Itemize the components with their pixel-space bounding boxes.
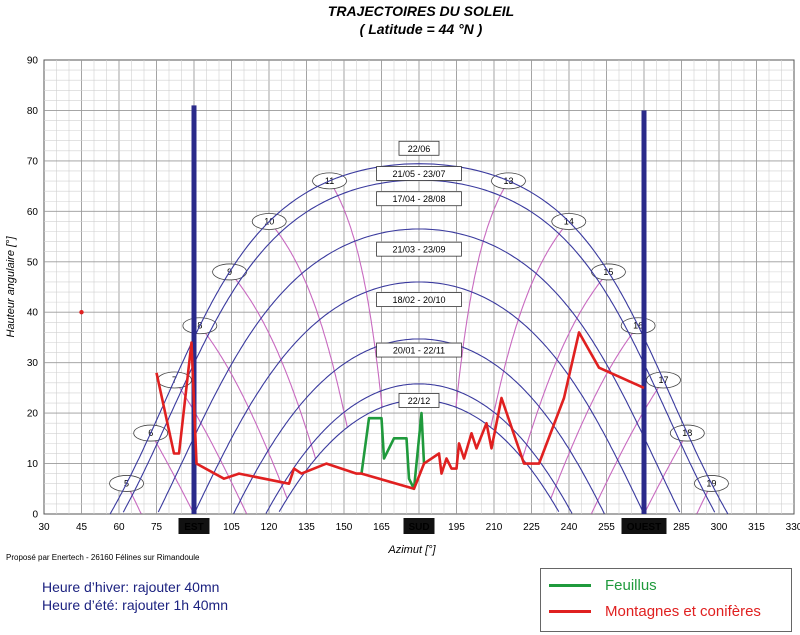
x-axis: 30 45 60 75 EST 105 120 135 150 165 SUD 195 210 225 24…: [38, 518, 800, 534]
hour-line-10: [269, 222, 348, 428]
series-line: [155, 331, 645, 491]
path-label-box: [398, 393, 440, 408]
legend-swatch-montagnes: [549, 610, 591, 613]
series-line: [360, 411, 426, 491]
hour-line-15: [521, 272, 608, 459]
x-axis-label: Azimut [°]: [387, 544, 436, 556]
series-group: [79, 310, 645, 491]
legend-item-montagnes: Montagnes et conifères: [549, 603, 761, 620]
path-label: 17/04 - 28/08: [392, 194, 445, 204]
legend: Feuillus Montagnes et conifères: [540, 568, 792, 632]
legend-swatch-feuillus: [549, 584, 591, 587]
x-tick-label: SUD: [408, 522, 429, 533]
hour-line-13: [455, 182, 508, 408]
data-point: [79, 310, 84, 315]
chart-title: TRAJECTOIRES DU SOLEIL: [328, 3, 514, 19]
legend-label-montagnes: Montagnes et conifères: [605, 603, 761, 620]
x-tick-box: [403, 518, 435, 534]
x-tick-label: 30: [38, 522, 50, 533]
sun-paths: [109, 163, 729, 515]
path-label: 22/06: [408, 144, 431, 154]
x-tick-label: 135: [298, 522, 315, 533]
sun-path-line: [233, 338, 605, 514]
path-label: 18/02 - 20/10: [392, 295, 445, 305]
y-tick-label: 30: [27, 358, 39, 369]
path-label-box: [376, 342, 462, 358]
hour-line-7: [174, 380, 248, 515]
sun-path-line: [265, 383, 573, 514]
vertical-marker: [191, 105, 197, 515]
path-label-box: [376, 292, 462, 308]
y-tick-label: 10: [27, 459, 39, 470]
x-tick-label: 285: [673, 522, 690, 533]
hour-line-9: [230, 272, 317, 459]
x-tick-label: 105: [223, 522, 240, 533]
sun-path-line: [193, 281, 644, 515]
hour-line-6: [150, 434, 195, 515]
hour-line-17: [590, 380, 664, 515]
y-tick-label: 70: [27, 156, 39, 167]
x-tick-label: 210: [486, 522, 503, 533]
x-tick-label: 150: [336, 522, 353, 533]
x-tick-label: 45: [76, 522, 88, 533]
path-label: 21/05 - 23/07: [392, 169, 445, 179]
x-tick-label: 300: [711, 522, 728, 533]
y-tick-label: 90: [27, 56, 39, 67]
hour-line-16: [550, 326, 638, 499]
path-label-box: [376, 166, 462, 181]
credit-text: Proposé par Enertech - 26160 Félines sur…: [6, 553, 200, 562]
x-tick-label: 315: [748, 522, 765, 533]
path-labels: 22/06 21/05 - 23/07 17/04 - 28/08 21/03 - 2…: [376, 140, 462, 408]
x-tick-label: OUEST: [627, 522, 661, 533]
x-tick-label: 225: [523, 522, 540, 533]
x-tick-label: 75: [151, 522, 163, 533]
y-tick-label: 60: [27, 207, 39, 218]
x-tick-box: [621, 518, 667, 534]
x-tick-label: 195: [448, 522, 465, 533]
y-axis: 0 10 20 30 40 50 60 70 80 90: [27, 56, 39, 521]
y-axis-label: Hauteur angulaire [°]: [5, 236, 17, 338]
summer-time-note: Heure d’été: rajouter 1h 40mn: [42, 597, 228, 613]
x-tick-box: [178, 518, 210, 534]
hour-line-18: [643, 434, 688, 515]
path-label-box: [398, 140, 440, 156]
y-tick-label: 50: [27, 257, 39, 268]
y-tick-label: 80: [27, 106, 39, 117]
legend-item-feuillus: Feuillus: [549, 577, 657, 594]
x-tick-label: 330: [786, 522, 800, 533]
path-label: 22/12: [408, 396, 431, 406]
hour-line-14: [490, 222, 569, 428]
y-tick-label: 0: [32, 510, 38, 521]
vertical-markers: [191, 105, 647, 515]
time-notes: Heure d’hiver: rajouter 40mn Heure d’été…: [42, 578, 228, 614]
x-tick-label: EST: [184, 522, 203, 533]
y-tick-label: 40: [27, 308, 39, 319]
x-tick-label: 255: [598, 522, 615, 533]
path-label-box: [376, 191, 462, 207]
path-label: 21/03 - 23/09: [392, 245, 445, 255]
vertical-marker: [641, 110, 647, 514]
x-tick-label: 120: [261, 522, 278, 533]
sun-path-line: [157, 228, 681, 513]
y-tick-label: 20: [27, 409, 39, 420]
hour-line-8: [200, 326, 288, 499]
path-label: 20/01 - 22/11: [393, 346, 445, 356]
path-label-box: [376, 241, 462, 257]
chart-subtitle: ( Latitude = 44 °N ): [360, 21, 483, 37]
legend-label-feuillus: Feuillus: [605, 577, 657, 594]
x-tick-label: 165: [373, 522, 390, 533]
x-tick-label: 240: [561, 522, 578, 533]
x-tick-label: 60: [113, 522, 125, 533]
hour-line-11: [330, 182, 383, 408]
sun-path-line: [109, 163, 729, 515]
winter-time-note: Heure d’hiver: rajouter 40mn: [42, 579, 220, 595]
